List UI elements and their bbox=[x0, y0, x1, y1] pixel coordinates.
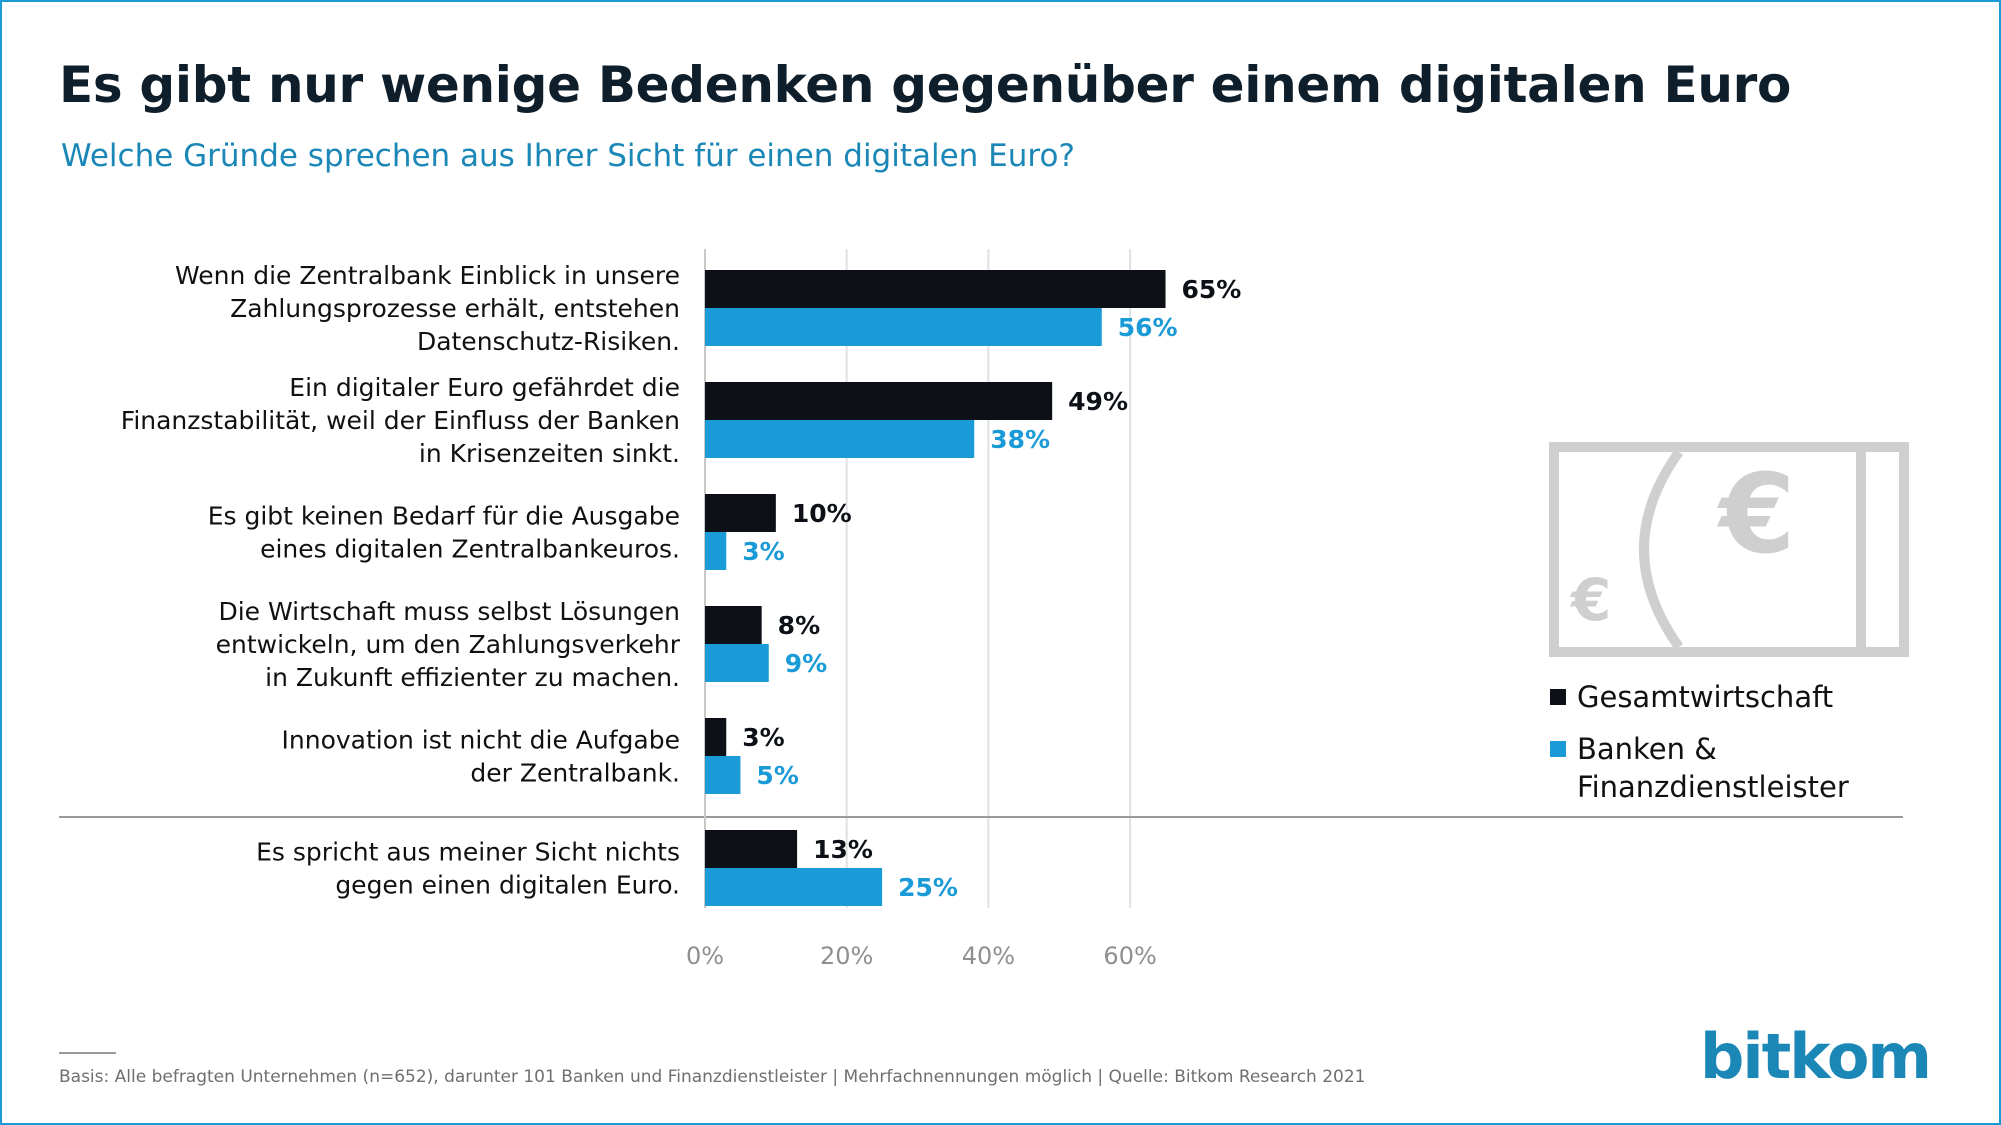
category-label: entwickeln, um den Zahlungsverkehr bbox=[216, 630, 681, 659]
bar-banken bbox=[705, 644, 769, 682]
legend-swatch-blue bbox=[1550, 741, 1566, 757]
category-label: der Zentralbank. bbox=[470, 759, 680, 788]
category-label: Die Wirtschaft muss selbst Lösungen bbox=[218, 597, 680, 626]
chart-title: Es gibt nur wenige Bedenken gegenüber ei… bbox=[59, 56, 1792, 114]
category-label: Datenschutz-Risiken. bbox=[417, 327, 680, 356]
bar-gesamtwirtschaft bbox=[705, 494, 776, 532]
x-tick-label: 40% bbox=[962, 942, 1015, 970]
value-label: 49% bbox=[1068, 387, 1128, 416]
value-label: 10% bbox=[792, 499, 852, 528]
bar-banken bbox=[705, 420, 975, 458]
bar-banken bbox=[705, 868, 883, 906]
value-label: 8% bbox=[778, 611, 820, 640]
bar-gesamtwirtschaft bbox=[705, 718, 727, 756]
bar-gesamtwirtschaft bbox=[705, 382, 1053, 420]
category-label: in Krisenzeiten sinkt. bbox=[419, 439, 680, 468]
legend: Gesamtwirtschaft Banken & Finanzdienstle… bbox=[1550, 678, 1877, 806]
footer-rule bbox=[59, 1052, 116, 1054]
category-label: Es gibt keinen Bedarf für die Ausgabe bbox=[208, 502, 680, 531]
value-label: 25% bbox=[898, 873, 958, 902]
bar-banken bbox=[705, 532, 727, 570]
euro-symbol-large: € bbox=[1716, 450, 1796, 578]
category-label: Zahlungsprozesse erhält, entstehen bbox=[230, 294, 680, 323]
legend-item-banken: Banken & Finanzdienstleister bbox=[1550, 730, 1877, 806]
legend-item-gesamtwirtschaft: Gesamtwirtschaft bbox=[1550, 678, 1877, 716]
x-tick-label: 60% bbox=[1103, 942, 1156, 970]
value-label: 5% bbox=[756, 761, 798, 790]
value-labels: 65%56% 49% 38% 10% 3% 8% 9% 3% 5% 13% 25% bbox=[742, 275, 1241, 902]
value-label: 38% bbox=[990, 425, 1050, 454]
x-axis-ticks: 0% 20% 40% 60% bbox=[686, 942, 1157, 970]
bar-gesamtwirtschaft bbox=[705, 606, 762, 644]
bitkom-logo: bitkom bbox=[1700, 1020, 1932, 1093]
value-label: 65% bbox=[1182, 275, 1242, 304]
category-label: Es spricht aus meiner Sicht nichts bbox=[256, 838, 680, 867]
value-label: 3% bbox=[742, 723, 784, 752]
x-tick-label: 0% bbox=[686, 942, 724, 970]
legend-swatch-black bbox=[1550, 689, 1566, 705]
chart-subtitle: Welche Gründe sprechen aus Ihrer Sicht f… bbox=[61, 138, 1075, 174]
category-label: Wenn die Zentralbank Einblick in unsere bbox=[175, 261, 680, 290]
grid-lines bbox=[845, 249, 1132, 908]
bar-banken bbox=[705, 756, 741, 794]
bar-banken bbox=[705, 308, 1102, 346]
category-label: Finanzstabilität, weil der Einfluss der … bbox=[121, 406, 680, 435]
category-label: gegen einen digitalen Euro. bbox=[335, 871, 680, 900]
category-labels: Wenn die Zentralbank Einblick in unsere Z… bbox=[121, 261, 681, 900]
bars bbox=[705, 270, 1166, 906]
bar-gesamtwirtschaft bbox=[705, 270, 1166, 308]
euro-banknote-icon: € € bbox=[1549, 442, 1909, 657]
legend-label: Banken & Finanzdienstleister bbox=[1577, 732, 1849, 804]
legend-label: Gesamtwirtschaft bbox=[1577, 680, 1834, 714]
category-label: Innovation ist nicht die Aufgabe bbox=[282, 726, 681, 755]
value-label: 9% bbox=[785, 649, 827, 678]
x-tick-label: 20% bbox=[820, 942, 873, 970]
euro-symbol-small: € bbox=[1569, 566, 1611, 634]
category-label: eines digitalen Zentralbankeuros. bbox=[260, 535, 680, 564]
category-label: in Zukunft effizienter zu machen. bbox=[265, 663, 680, 692]
value-label: 13% bbox=[813, 835, 873, 864]
value-label: 56% bbox=[1118, 313, 1178, 342]
category-label: Ein digitaler Euro gefährdet die bbox=[289, 373, 680, 402]
value-label: 3% bbox=[742, 537, 784, 566]
bar-gesamtwirtschaft bbox=[705, 830, 798, 868]
footnote: Basis: Alle befragten Unternehmen (n=652… bbox=[59, 1067, 1366, 1087]
